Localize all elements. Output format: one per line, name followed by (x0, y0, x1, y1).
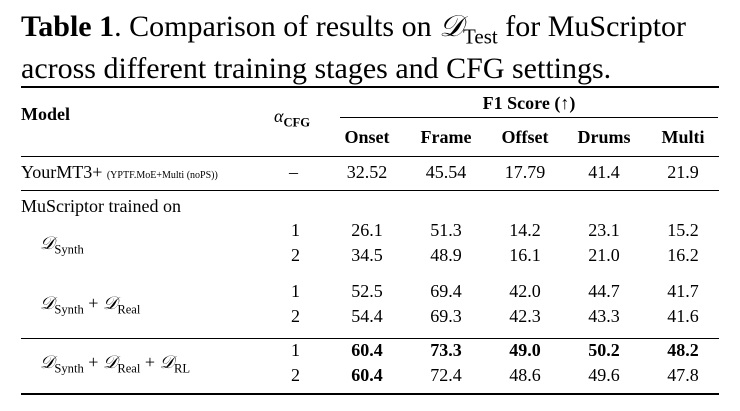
table-cell: 60.4 (351, 365, 383, 385)
group-label: 𝒟Synth (40, 233, 84, 257)
table-cell: 34.5 (351, 245, 383, 265)
table-cell: 54.4 (351, 306, 383, 326)
baseline-value: 45.54 (425, 162, 467, 182)
alpha-symbol: α (274, 106, 284, 126)
table-cell: 21.0 (588, 245, 620, 265)
table-cell: 69.4 (430, 281, 462, 301)
table-cell: 48.9 (430, 245, 462, 265)
plus-sign: + (140, 352, 160, 372)
column-header-multi: Multi (661, 127, 705, 147)
dataset-symbol: 𝒟 (102, 352, 118, 372)
table-caption-line2: across different training stages and CFG… (21, 52, 611, 86)
row-alpha: 2 (291, 306, 300, 326)
column-header-offset: Offset (501, 127, 549, 147)
baseline-alpha: – (289, 162, 298, 182)
table-cell: 23.1 (588, 220, 620, 240)
dataset-subscript: Test (463, 24, 498, 49)
dataset-symbol: 𝒟 (40, 233, 55, 253)
section-label: MuScriptor trained on (21, 196, 181, 216)
caption-text-end: for MuScriptor (497, 10, 687, 43)
column-header-onset: Onset (344, 127, 390, 147)
table-cell: 48.2 (667, 340, 699, 360)
baseline-value: 41.4 (588, 162, 620, 182)
table-cell: 43.3 (588, 306, 620, 326)
group-rule (340, 117, 718, 118)
plus-sign: + (83, 352, 103, 372)
table-cell: 51.3 (430, 220, 462, 240)
table-cell: 60.4 (351, 340, 383, 360)
dataset-symbol: 𝒟 (102, 293, 118, 313)
row-alpha: 2 (291, 245, 300, 265)
table-cell: 41.6 (667, 306, 699, 326)
table-cell: 42.0 (509, 281, 541, 301)
alpha-subscript: CFG (283, 115, 311, 130)
table-cell: 16.1 (509, 245, 541, 265)
header-model: Model (21, 104, 70, 124)
dataset-symbol: 𝒟 (40, 352, 55, 372)
dataset-subscript: RL (173, 361, 191, 376)
dataset-symbol: 𝒟 (159, 352, 174, 372)
column-header-frame: Frame (420, 127, 472, 147)
baseline-value: 32.52 (346, 162, 388, 182)
row-alpha: 2 (291, 365, 300, 385)
header-rule (21, 156, 719, 157)
table-cell: 47.8 (667, 365, 699, 385)
bottom-rule (21, 393, 719, 395)
table-cell: 73.3 (430, 340, 462, 360)
group-rule-highlight (21, 338, 719, 339)
table-cell: 52.5 (351, 281, 383, 301)
dataset-subscript: Real (117, 302, 141, 317)
table-cell: 50.2 (588, 340, 620, 360)
header-alpha: αCFG (274, 106, 310, 130)
table-cell: 49.6 (588, 365, 620, 385)
table-caption-line1: Table 1. Comparison of results on 𝒟Test … (21, 10, 686, 53)
row-alpha: 1 (291, 281, 300, 301)
dataset-subscript: Real (117, 361, 141, 376)
baseline-detail: (YPTF.MoE+Multi (noPS)) (106, 170, 218, 181)
table-cell: 42.3 (509, 306, 541, 326)
dataset-symbol: 𝒟 (40, 293, 55, 313)
plus-sign: + (83, 293, 103, 313)
table-cell: 69.3 (430, 306, 462, 326)
group-label: 𝒟Synth + 𝒟Real + 𝒟RL (40, 352, 190, 376)
top-rule (21, 86, 719, 88)
table-label: Table 1 (21, 10, 115, 43)
baseline-value: 21.9 (667, 162, 699, 182)
caption-text: . Comparison of results on (114, 10, 440, 43)
dataset-subscript: Synth (54, 242, 84, 257)
baseline-rule (21, 190, 719, 191)
table-cell: 26.1 (351, 220, 383, 240)
table-cell: 14.2 (509, 220, 541, 240)
table-cell: 72.4 (430, 365, 462, 385)
caption-text-line2: across different training stages and CFG… (21, 52, 612, 85)
header-f1-group: F1 Score (↑) (482, 93, 576, 113)
baseline-name: YourMT3+ (21, 162, 103, 182)
row-alpha: 1 (291, 220, 300, 240)
dataset-symbol: 𝒟 (439, 10, 464, 43)
group-label: 𝒟Synth + 𝒟Real (40, 293, 140, 317)
table-cell: 16.2 (667, 245, 699, 265)
table-cell: 48.6 (509, 365, 541, 385)
dataset-subscript: Synth (54, 361, 84, 376)
row-alpha: 1 (291, 340, 300, 360)
baseline-value: 17.79 (504, 162, 546, 182)
table-cell: 15.2 (667, 220, 699, 240)
table-cell: 44.7 (588, 281, 620, 301)
column-header-drums: Drums (577, 127, 631, 147)
baseline-model: YourMT3+ (YPTF.MoE+Multi (noPS)) (21, 162, 218, 183)
table-cell: 41.7 (667, 281, 699, 301)
table-cell: 49.0 (509, 340, 541, 360)
dataset-subscript: Synth (54, 302, 84, 317)
